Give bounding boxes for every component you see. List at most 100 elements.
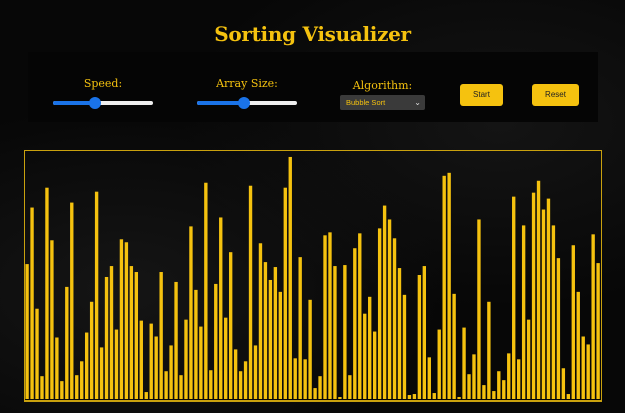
bar — [238, 371, 243, 399]
bar — [363, 313, 367, 399]
bar — [248, 185, 253, 399]
bar — [412, 394, 417, 399]
bar — [144, 392, 148, 399]
algorithm-label: Algorithm: — [352, 79, 413, 92]
bar — [129, 266, 134, 399]
bar — [109, 266, 114, 399]
bar — [70, 202, 74, 399]
bar — [546, 198, 551, 399]
array-size-slider[interactable] — [197, 96, 297, 110]
bar — [80, 361, 84, 399]
bars-chart — [24, 150, 602, 402]
bar — [174, 281, 178, 399]
algorithm-selected-value: Bubble Sort — [346, 98, 386, 107]
bar — [507, 353, 511, 399]
speed-slider[interactable] — [53, 96, 153, 110]
bar — [338, 397, 342, 399]
bar — [308, 299, 312, 399]
bar — [30, 207, 34, 399]
bar — [114, 329, 119, 399]
bar — [323, 235, 327, 399]
array-size-control: Array Size: — [197, 77, 297, 110]
speed-control: Speed: — [53, 77, 153, 110]
speed-slider-track[interactable] — [53, 101, 153, 105]
bar — [184, 319, 188, 399]
bar — [303, 359, 307, 399]
bar — [164, 371, 168, 399]
bar — [253, 345, 258, 399]
bar — [516, 359, 521, 399]
bar — [353, 248, 357, 399]
bar — [75, 375, 79, 399]
bar — [437, 329, 441, 399]
algorithm-select[interactable]: Bubble Sort ⌄ — [340, 95, 425, 110]
bar — [492, 391, 496, 399]
start-button[interactable]: Start — [460, 84, 503, 106]
bar — [199, 326, 203, 399]
bar — [60, 381, 64, 399]
bar — [258, 243, 263, 399]
bar — [343, 265, 347, 399]
bar — [35, 308, 39, 399]
array-size-label: Array Size: — [216, 77, 278, 90]
bar — [541, 209, 546, 399]
bar — [119, 239, 124, 399]
bar — [219, 217, 223, 399]
bar — [268, 279, 273, 399]
bar — [502, 380, 506, 399]
bar — [154, 336, 158, 399]
bar — [566, 394, 571, 399]
bar — [372, 331, 377, 399]
speed-slider-thumb[interactable] — [89, 97, 101, 109]
bar — [84, 332, 89, 399]
bar — [159, 272, 163, 399]
bar — [477, 219, 481, 399]
bar — [313, 388, 317, 399]
bar — [318, 376, 322, 399]
bar — [243, 361, 248, 399]
bar — [531, 192, 536, 399]
bar — [576, 291, 580, 399]
bar — [422, 266, 427, 399]
bar — [392, 238, 397, 399]
bar — [472, 354, 476, 399]
bar — [45, 187, 49, 399]
bar — [382, 205, 387, 399]
bar — [358, 233, 362, 399]
bar — [273, 267, 278, 399]
reset-button[interactable]: Reset — [532, 84, 579, 106]
bar — [551, 225, 556, 399]
bar — [482, 385, 486, 399]
bar — [467, 374, 471, 399]
bar — [233, 349, 238, 399]
bar — [65, 286, 69, 399]
bar — [487, 301, 491, 399]
bar — [348, 375, 352, 399]
bar — [387, 219, 392, 399]
bar — [298, 257, 302, 399]
bar — [124, 242, 129, 399]
bar — [432, 393, 436, 399]
bar — [462, 327, 466, 399]
bar — [209, 370, 213, 399]
bar — [447, 172, 451, 399]
bar — [149, 323, 153, 399]
bar — [586, 344, 590, 399]
bar — [417, 275, 422, 399]
bar — [40, 376, 44, 399]
bar — [228, 252, 233, 399]
bar — [526, 319, 531, 399]
controls-bar: Speed: Array Size: Algorithm: Bubble Sor… — [28, 52, 598, 122]
bar — [89, 301, 94, 399]
bar — [204, 182, 208, 399]
array-size-slider-thumb[interactable] — [238, 97, 250, 109]
bar — [497, 371, 501, 399]
bar — [591, 234, 595, 399]
bar — [397, 268, 402, 399]
bar — [333, 266, 337, 399]
chevron-down-icon: ⌄ — [414, 98, 421, 107]
bar — [139, 320, 143, 399]
bar — [581, 336, 585, 399]
bar — [427, 357, 431, 399]
bar — [55, 337, 59, 399]
